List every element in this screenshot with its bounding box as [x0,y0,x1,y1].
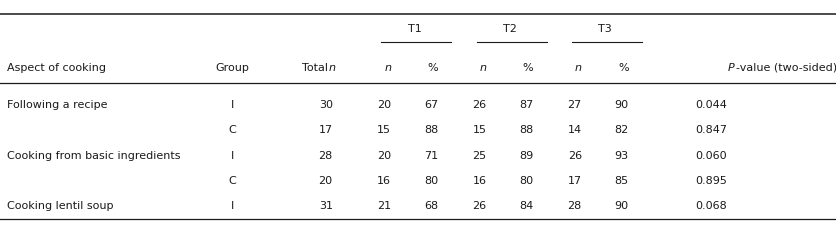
Text: T3: T3 [599,24,612,34]
Text: n: n [575,63,582,72]
Text: Cooking lentil soup: Cooking lentil soup [7,200,113,210]
Text: 20: 20 [319,175,333,185]
Text: 0.068: 0.068 [696,200,727,210]
Text: 30: 30 [319,100,333,110]
Text: 67: 67 [424,100,438,110]
Text: I: I [231,100,234,110]
Text: 26: 26 [568,150,582,160]
Text: T2: T2 [503,24,517,34]
Text: 15: 15 [472,125,487,135]
Text: 20: 20 [377,150,391,160]
Text: 68: 68 [424,200,438,210]
Text: 15: 15 [377,125,391,135]
Text: %: % [427,63,438,72]
Text: 17: 17 [568,175,582,185]
Text: 25: 25 [472,150,487,160]
Text: 88: 88 [519,125,533,135]
Text: 88: 88 [424,125,438,135]
Text: 20: 20 [377,100,391,110]
Text: 93: 93 [614,150,629,160]
Text: Total: Total [302,63,331,72]
Text: I: I [231,150,234,160]
Text: 27: 27 [568,100,582,110]
Text: 0.895: 0.895 [696,175,727,185]
Text: 16: 16 [377,175,391,185]
Text: 28: 28 [319,150,333,160]
Text: I: I [231,200,234,210]
Text: C: C [228,175,237,185]
Text: 0.060: 0.060 [696,150,727,160]
Text: 87: 87 [519,100,533,110]
Text: P: P [727,63,734,72]
Text: 26: 26 [472,100,487,110]
Text: 80: 80 [424,175,438,185]
Text: 85: 85 [614,175,629,185]
Text: T1: T1 [408,24,421,34]
Text: 14: 14 [568,125,582,135]
Text: n: n [385,63,391,72]
Text: 82: 82 [614,125,629,135]
Text: 28: 28 [568,200,582,210]
Text: 80: 80 [519,175,533,185]
Text: Cooking from basic ingredients: Cooking from basic ingredients [7,150,181,160]
Text: Aspect of cooking: Aspect of cooking [7,63,105,72]
Text: 90: 90 [614,200,629,210]
Text: 16: 16 [472,175,487,185]
Text: -value (two-sided)*: -value (two-sided)* [736,63,836,72]
Text: 84: 84 [519,200,533,210]
Text: 89: 89 [519,150,533,160]
Text: n: n [329,63,335,72]
Text: n: n [480,63,487,72]
Text: %: % [522,63,533,72]
Text: C: C [228,125,237,135]
Text: %: % [618,63,629,72]
Text: Following a recipe: Following a recipe [7,100,107,110]
Text: Group: Group [216,63,249,72]
Text: 0.847: 0.847 [696,125,727,135]
Text: 0.044: 0.044 [696,100,727,110]
Text: 21: 21 [377,200,391,210]
Text: 31: 31 [319,200,333,210]
Text: 90: 90 [614,100,629,110]
Text: 17: 17 [319,125,333,135]
Text: 71: 71 [424,150,438,160]
Text: 26: 26 [472,200,487,210]
